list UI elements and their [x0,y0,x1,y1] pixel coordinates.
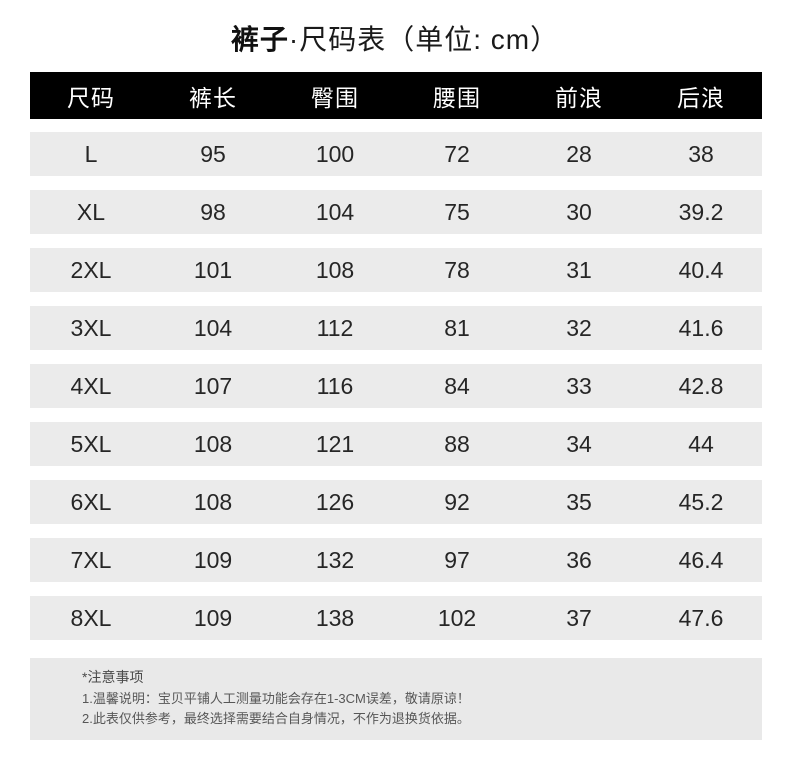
table-row: 4XL 107 116 84 33 42.8 [30,364,762,408]
cell-back-rise: 47.6 [678,604,724,631]
cell-size: 7XL [70,546,112,573]
cell-front-rise: 28 [566,140,592,167]
cell-hip: 112 [316,314,354,341]
cell-hip: 108 [315,256,355,283]
cell-pants-length: 95 [200,140,226,167]
cell-front-rise: 35 [566,488,592,515]
cell-waist: 84 [444,372,470,399]
table-row: 2XL 101 108 78 31 40.4 [30,248,762,292]
size-table: 尺码 裤长 臀围 腰围 前浪 后浪 L 95 100 72 28 38 XL 9… [30,72,762,640]
cell-hip: 121 [315,430,355,457]
cell-pants-length: 109 [193,546,233,573]
table-row: 8XL 109 138 102 37 47.6 [30,596,762,640]
column-header-size: 尺码 [67,84,115,111]
table-row: 3XL 104 112 81 32 41.6 [30,306,762,350]
cell-size: XL [76,198,106,225]
cell-size: L [84,140,98,167]
cell-front-rise: 30 [566,198,592,225]
cell-front-rise: 34 [566,430,592,457]
cell-waist: 102 [437,604,477,631]
table-row: XL 98 104 75 30 39.2 [30,190,762,234]
column-header-hip: 臀围 [311,84,359,111]
cell-front-rise: 36 [566,546,592,573]
cell-waist: 88 [444,430,470,457]
note-item-1: 1.温馨说明：宝贝平铺人工测量功能会存在1-3CM误差，敬请原谅！ [82,691,470,706]
table-row: 6XL 108 126 92 35 45.2 [30,480,762,524]
cell-pants-length: 101 [193,256,233,283]
cell-back-rise: 38 [688,140,714,167]
title-product-name: 裤子 [230,24,289,55]
cell-hip: 126 [315,488,355,515]
cell-back-rise: 46.4 [678,546,724,573]
title-suffix: ·尺码表（单位: cm） [288,24,560,55]
cell-pants-length: 109 [193,604,233,631]
cell-size: 8XL [70,604,112,631]
notes-box: *注意事项 1.温馨说明：宝贝平铺人工测量功能会存在1-3CM误差，敬请原谅！ … [30,658,762,740]
cell-front-rise: 37 [566,604,592,631]
cell-hip: 132 [315,546,355,573]
cell-back-rise: 45.2 [678,488,724,515]
table-row: L 95 100 72 28 38 [30,132,762,176]
column-header-waist: 腰围 [433,84,481,111]
cell-back-rise: 41.6 [678,314,724,341]
cell-pants-length: 108 [193,430,233,457]
cell-front-rise: 31 [566,256,592,283]
cell-pants-length: 107 [193,372,233,399]
cell-front-rise: 32 [566,314,592,341]
size-table-body: L 95 100 72 28 38 XL 98 104 75 30 39.2 2… [30,132,762,640]
cell-waist: 97 [444,546,470,573]
table-row: 5XL 108 121 88 34 44 [30,422,762,466]
notes-heading: *注意事项 [82,669,144,685]
cell-waist: 72 [444,140,470,167]
note-item-2: 2.此表仅供参考，最终选择需要结合自身情况，不作为退换货依据。 [82,711,470,726]
cell-back-rise: 39.2 [678,198,724,225]
cell-hip: 104 [315,198,355,225]
column-header-back-rise: 后浪 [677,84,725,111]
cell-back-rise: 40.4 [678,256,724,283]
cell-back-rise: 42.8 [678,372,724,399]
size-table-header-row: 尺码 裤长 臀围 腰围 前浪 后浪 [30,72,762,119]
cell-pants-length: 104 [193,314,233,341]
cell-size: 6XL [70,488,112,515]
cell-hip: 138 [315,604,355,631]
cell-pants-length: 98 [200,198,226,225]
cell-waist: 78 [444,256,470,283]
cell-front-rise: 33 [566,372,592,399]
cell-waist: 81 [444,314,470,341]
column-header-pants-length: 裤长 [189,84,237,111]
cell-hip: 116 [316,372,354,399]
cell-pants-length: 108 [193,488,233,515]
table-row: 7XL 109 132 97 36 46.4 [30,538,762,582]
cell-back-rise: 44 [688,430,714,457]
cell-hip: 100 [315,140,355,167]
cell-size: 5XL [70,430,112,457]
cell-waist: 75 [444,198,470,225]
cell-size: 4XL [70,372,112,399]
column-header-front-rise: 前浪 [555,84,603,111]
cell-waist: 92 [444,488,470,515]
page-title: 裤子·尺码表（单位: cm） [0,0,790,58]
cell-size: 2XL [70,256,112,283]
cell-size: 3XL [70,314,112,341]
